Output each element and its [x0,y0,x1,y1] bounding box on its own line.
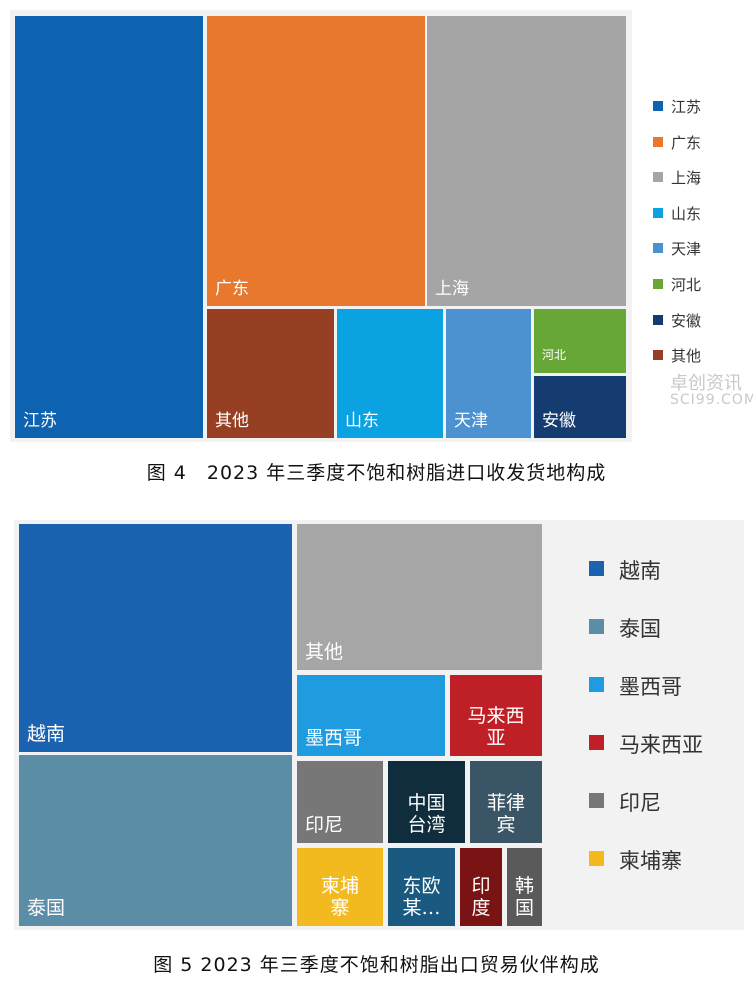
legend-label: 墨西哥 [619,675,682,699]
legend-label: 越南 [619,559,661,583]
treemap-tile: 中国 台湾 [388,761,465,843]
legend-swatch [589,677,604,692]
treemap-tile: 马来西 亚 [450,675,542,756]
legend-swatch [589,619,604,634]
legend-swatch [589,735,604,750]
legend-swatch [653,243,663,254]
treemap-tile-label: 其他 [305,641,344,664]
treemap-tile-label: 其他 [215,411,249,432]
treemap-tile: 东欧 某… [388,848,455,926]
treemap-tile-label: 印尼 [305,814,344,837]
treemap-tile-label: 泰国 [27,897,66,920]
treemap-tile-label: 印 度 [471,875,491,920]
legend-swatch [653,172,663,183]
treemap-tile: 江苏 [15,16,203,438]
watermark: 卓创资讯 SCI99.COM [670,373,753,408]
legend-label: 广东 [671,133,702,152]
treemap-tile-label: 东欧 某… [402,875,441,920]
legend-label: 柬埔寨 [619,849,682,873]
treemap-tile-label: 广东 [215,279,249,300]
treemap-tile: 上海 [427,16,626,306]
legend-label: 泰国 [619,617,661,641]
figure-4-caption: 图 4 2023 年三季度不饱和树脂进口收发货地构成 [146,462,607,484]
legend-swatch [653,207,663,218]
legend-label: 其他 [671,347,702,366]
treemap-panel-fig5: 越南 泰国 其他 墨西哥 马来西 亚印尼 中国 台湾 菲律 宾柬埔 寨东欧 某… 印 度韩 国… [14,520,744,930]
treemap-tile-label: 安徽 [542,411,576,432]
legend-swatch [653,314,663,325]
watermark-line1: 卓创资讯 [670,373,742,394]
treemap-tile-label: 菲律 宾 [486,792,525,837]
treemap-tile: 印尼 [297,761,383,843]
legend-swatch [653,350,663,361]
figure-5-caption: 图 5 2023 年三季度不饱和树脂出口贸易伙伴构成 [153,954,600,976]
legend-label: 天津 [671,240,702,259]
treemap-tile: 山东 [337,309,443,438]
watermark-line2: SCI99.COM [670,392,753,408]
legend-swatch [589,793,604,808]
treemap-tile: 韩 国 [507,848,542,926]
treemap-tile: 越南 [19,524,292,752]
treemap-tile-label: 韩 国 [514,875,534,920]
legend-swatch [653,136,663,147]
treemap-tile: 墨西哥 [297,675,445,756]
legend-label: 印尼 [619,791,661,815]
treemap-tile-label: 上海 [435,279,469,300]
treemap-tile: 其他 [207,309,334,438]
legend-label: 江苏 [671,98,702,116]
treemap-tile: 河北 [534,309,626,373]
legend-label: 马来西亚 [619,733,703,757]
treemap-tile: 安徽 [534,376,626,438]
treemap-fig4: 江苏 广东 上海其他 山东 天津 河北安徽 [10,10,632,442]
treemap-tile: 柬埔 寨 [297,848,383,926]
treemap-tile-label: 墨西哥 [305,727,363,750]
legend-label: 上海 [671,169,702,188]
treemap-tile-label: 柬埔 寨 [320,875,359,920]
treemap-tile-label: 河北 [542,348,567,362]
treemap-tile-label: 中国 台湾 [407,792,446,837]
treemap-tile: 天津 [446,309,531,438]
treemap-tile-label: 山东 [345,411,379,432]
treemap-tile: 泰国 [19,755,292,926]
treemap-tile-label: 马来西 亚 [467,705,525,750]
treemap-tile-label: 江苏 [23,411,57,432]
legend-swatch [653,279,663,289]
treemap-tile: 印 度 [460,848,502,926]
legend-swatch [589,851,604,866]
treemap-tile: 其他 [297,524,542,670]
legend-label: 河北 [671,276,702,294]
treemap-tile: 广东 [207,16,425,306]
treemap-panel-fig4: 江苏 广东 上海 其他 山东 天津 河北 安徽 江苏 广东 上海 山东 天津 河北 安徽 其他 [10,10,701,442]
legend-swatch [589,561,604,576]
treemap-fig5: 越南泰国 其他墨西哥 马来西 亚印尼 中国 台湾 菲律 宾柬埔 寨 东欧 某… 印 度 韩 国 [14,520,546,930]
legend-label: 山东 [671,204,702,223]
treemap-tile: 菲律 宾 [470,761,542,843]
legend-swatch [653,101,663,111]
treemap-tile-label: 越南 [27,723,66,746]
treemap-tile-label: 天津 [454,411,488,432]
legend-label: 安徽 [671,311,702,330]
